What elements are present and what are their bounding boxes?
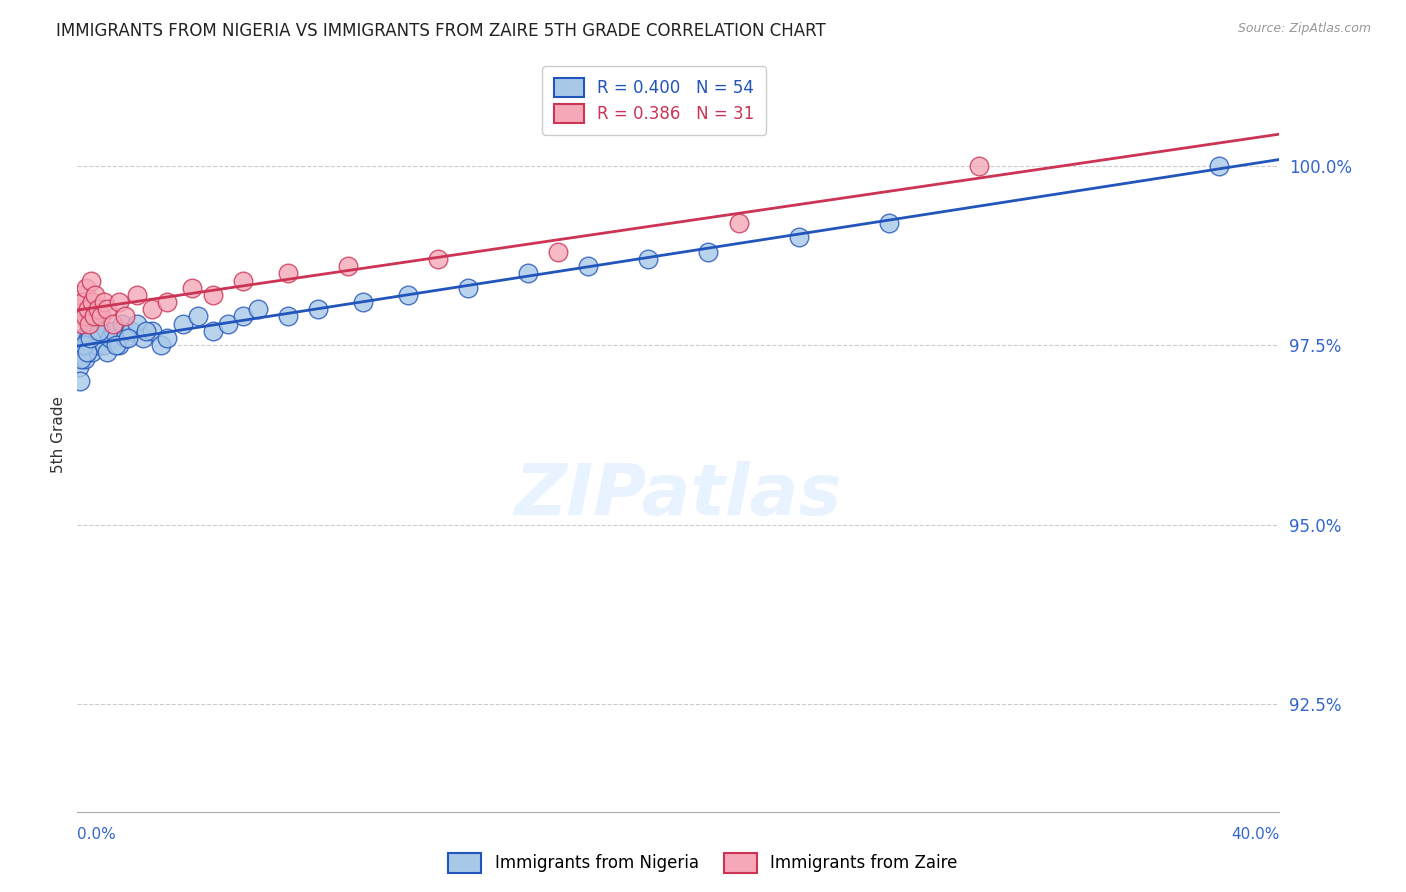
Point	[246, 302, 269, 317]
Point	[103, 317, 125, 331]
Point	[120, 324, 142, 338]
Point	[727, 216, 749, 230]
Point	[76, 345, 98, 359]
Point	[787, 230, 810, 244]
Point	[70, 345, 93, 359]
Point	[114, 310, 136, 324]
Point	[87, 331, 110, 345]
Point	[127, 317, 149, 331]
Point	[79, 331, 101, 345]
Point	[114, 331, 136, 345]
Point	[108, 338, 131, 352]
Text: IMMIGRANTS FROM NIGERIA VS IMMIGRANTS FROM ZAIRE 5TH GRADE CORRELATION CHART: IMMIGRANTS FROM NIGERIA VS IMMIGRANTS FR…	[56, 22, 825, 40]
Point	[84, 288, 107, 302]
Point	[73, 338, 96, 352]
Point	[156, 331, 179, 345]
Point	[72, 331, 94, 345]
Point	[336, 259, 359, 273]
Point	[82, 345, 104, 359]
Point	[69, 288, 91, 302]
Point	[73, 352, 96, 367]
Point	[135, 324, 157, 338]
Point	[156, 295, 179, 310]
Point	[127, 288, 149, 302]
Text: ZIPatlas: ZIPatlas	[515, 460, 842, 530]
Point	[1208, 159, 1230, 173]
Point	[80, 338, 103, 352]
Point	[70, 317, 93, 331]
Point	[79, 324, 101, 338]
Point	[132, 331, 155, 345]
Point	[96, 302, 118, 317]
Point	[100, 331, 122, 345]
Point	[517, 266, 540, 280]
Point	[87, 302, 110, 317]
Point	[75, 281, 97, 295]
Point	[103, 324, 125, 338]
Point	[172, 317, 194, 331]
Point	[352, 295, 374, 310]
Point	[117, 331, 139, 345]
Text: 40.0%: 40.0%	[1232, 827, 1279, 842]
Point	[141, 324, 163, 338]
Point	[73, 310, 96, 324]
Point	[90, 310, 112, 324]
Point	[93, 338, 115, 352]
Point	[72, 295, 94, 310]
Point	[70, 352, 93, 367]
Point	[90, 324, 112, 338]
Point	[141, 302, 163, 317]
Point	[232, 273, 254, 287]
Point	[79, 317, 101, 331]
Legend: Immigrants from Nigeria, Immigrants from Zaire: Immigrants from Nigeria, Immigrants from…	[441, 847, 965, 880]
Point	[547, 244, 569, 259]
Point	[201, 324, 224, 338]
Point	[427, 252, 450, 266]
Point	[67, 359, 90, 374]
Point	[201, 288, 224, 302]
Point	[108, 295, 131, 310]
Point	[637, 252, 659, 266]
Point	[67, 302, 90, 317]
Point	[83, 331, 105, 345]
Point	[82, 295, 104, 310]
Point	[877, 216, 900, 230]
Point	[232, 310, 254, 324]
Point	[307, 302, 329, 317]
Point	[111, 317, 134, 331]
Point	[87, 324, 110, 338]
Point	[277, 310, 299, 324]
Point	[84, 317, 107, 331]
Point	[75, 338, 97, 352]
Point	[80, 273, 103, 287]
Point	[180, 281, 202, 295]
Point	[457, 281, 479, 295]
Point	[93, 295, 115, 310]
Y-axis label: 5th Grade: 5th Grade	[51, 396, 66, 474]
Point	[86, 338, 108, 352]
Text: Source: ZipAtlas.com: Source: ZipAtlas.com	[1237, 22, 1371, 36]
Point	[76, 302, 98, 317]
Point	[96, 345, 118, 359]
Point	[967, 159, 990, 173]
Text: 0.0%: 0.0%	[77, 827, 117, 842]
Point	[576, 259, 599, 273]
Point	[697, 244, 720, 259]
Point	[150, 338, 173, 352]
Point	[217, 317, 239, 331]
Point	[105, 338, 128, 352]
Point	[69, 374, 91, 388]
Point	[277, 266, 299, 280]
Point	[187, 310, 209, 324]
Point	[76, 331, 98, 345]
Legend: R = 0.400   N = 54, R = 0.386   N = 31: R = 0.400 N = 54, R = 0.386 N = 31	[543, 66, 766, 135]
Point	[396, 288, 419, 302]
Point	[83, 310, 105, 324]
